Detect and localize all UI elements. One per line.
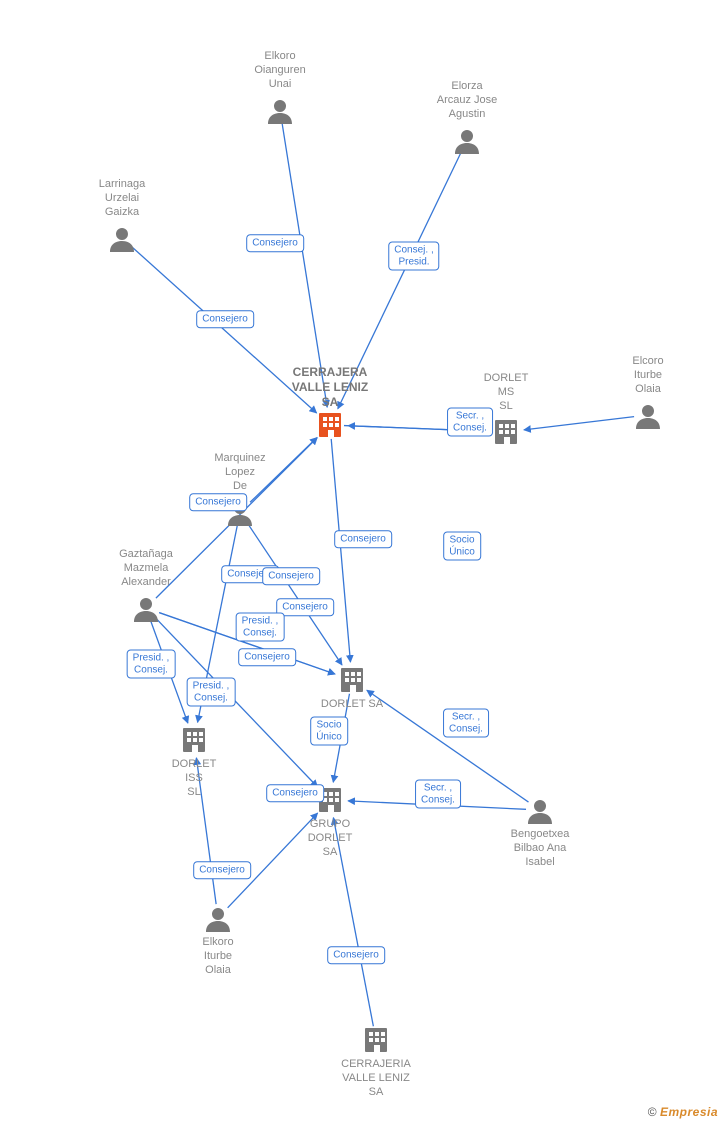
edge xyxy=(132,247,316,413)
company-icon[interactable] xyxy=(341,668,363,692)
edge xyxy=(333,818,373,1027)
person-icon[interactable] xyxy=(268,100,292,124)
person-icon[interactable] xyxy=(528,800,552,824)
edge xyxy=(282,124,327,407)
company-icon[interactable] xyxy=(319,788,341,812)
edge xyxy=(338,153,461,409)
edge xyxy=(196,758,216,904)
edge xyxy=(159,613,335,674)
person-icon[interactable] xyxy=(455,130,479,154)
edge xyxy=(333,694,349,783)
footer-attribution: © Empresia xyxy=(648,1105,718,1119)
edge xyxy=(367,690,529,802)
company-icon[interactable] xyxy=(319,413,341,437)
company-icon[interactable] xyxy=(365,1028,387,1052)
edge xyxy=(151,621,188,723)
copyright-symbol: © xyxy=(648,1105,657,1119)
edge xyxy=(344,426,488,432)
edge xyxy=(248,524,342,665)
person-icon[interactable] xyxy=(636,405,660,429)
person-icon[interactable] xyxy=(134,598,158,622)
edge xyxy=(524,417,634,430)
person-icon[interactable] xyxy=(206,908,230,932)
company-icon[interactable] xyxy=(183,728,205,752)
person-icon[interactable] xyxy=(110,228,134,252)
edge xyxy=(331,439,350,662)
edge xyxy=(198,526,238,723)
edge xyxy=(228,813,318,908)
edge xyxy=(348,801,526,809)
network-stage xyxy=(0,0,728,1125)
brand-name: Empresia xyxy=(660,1105,718,1119)
company-icon[interactable] xyxy=(495,420,517,444)
